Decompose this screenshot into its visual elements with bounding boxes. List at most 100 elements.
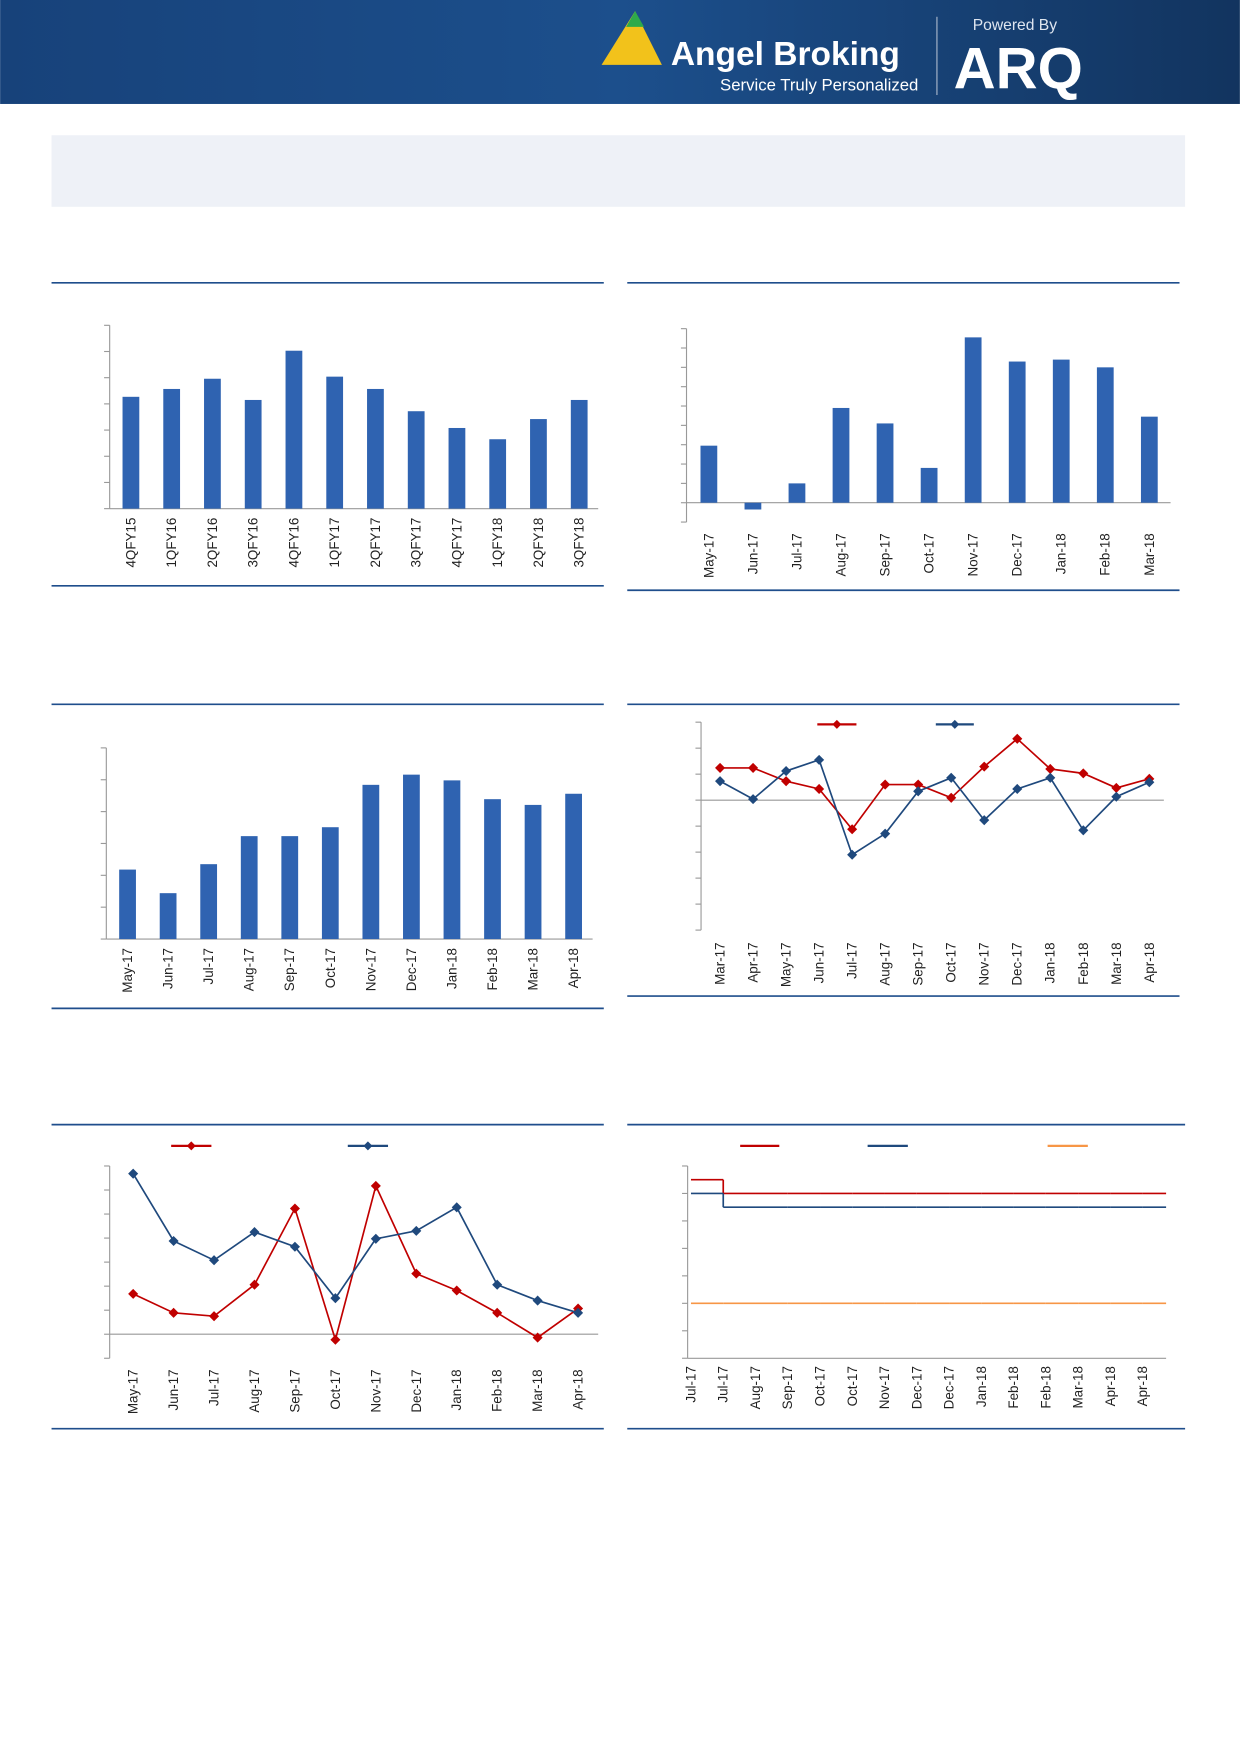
x-tick-label: Feb-18	[1038, 1366, 1053, 1408]
chart: May-17 Jun-17 Jul-17 Aug-17 Sep-17 Oct-17 Nov-…	[51, 703, 604, 1010]
x-tick-label: 2QFY18	[531, 518, 546, 568]
bar	[367, 388, 384, 509]
x-tick-label: Jun-17	[166, 1369, 181, 1410]
chart: 4QFY15 1QFY16 2QFY16 3QFY16 4QFY16 1QFY17 2QFY…	[51, 281, 604, 587]
bar	[321, 827, 339, 940]
x-tick-label: Feb-18	[1006, 1366, 1021, 1408]
point-marker	[492, 1279, 503, 1290]
x-tick-label: Dec-17	[409, 1369, 424, 1412]
point-marker	[1111, 782, 1122, 793]
x-tick-label: 4QFY15	[123, 518, 138, 568]
point-marker	[451, 1202, 462, 1213]
x-tick-label: 3QFY17	[409, 518, 424, 568]
point-marker	[249, 1227, 260, 1238]
x-tick-label: Aug-17	[878, 942, 893, 985]
point-marker	[814, 783, 825, 794]
x-tick-label: 3QFY18	[572, 518, 587, 568]
chart: May-17 Jun-17 Jul-17 Aug-17 Sep-17 Oct-17 Nov-…	[627, 281, 1180, 592]
series-line	[719, 758, 1150, 857]
bar	[200, 864, 218, 940]
legend-marker	[363, 1141, 373, 1151]
x-tick-label: Mar-18	[530, 1369, 545, 1411]
arq-logo: ARQ	[954, 36, 1083, 101]
series-line	[132, 1183, 579, 1343]
x-tick-label: Apr-18	[1103, 1366, 1118, 1406]
x-tick-label: Nov-17	[966, 533, 981, 576]
bar	[744, 502, 762, 510]
x-tick-label: Dec-17	[909, 1366, 924, 1409]
point-marker	[748, 794, 759, 805]
point-marker	[289, 1203, 300, 1214]
brand-name: Angel Broking	[671, 36, 900, 73]
point-marker	[748, 762, 759, 773]
x-tick-label: Mar-18	[1109, 942, 1124, 984]
bar	[524, 804, 542, 940]
point-marker	[330, 1334, 341, 1345]
point-marker	[492, 1307, 503, 1318]
bar	[281, 836, 299, 940]
point-marker	[411, 1268, 422, 1279]
x-tick-label: Jan-18	[1043, 942, 1058, 983]
header-logo	[601, 11, 662, 65]
bar	[122, 396, 140, 509]
point-marker	[715, 762, 726, 773]
x-tick-label: 2QFY17	[368, 518, 383, 568]
x-tick-label: Apr-18	[571, 1369, 586, 1409]
bar	[920, 467, 938, 503]
x-tick-label: Jul-17	[789, 533, 804, 570]
x-tick-label: Jun-17	[161, 948, 176, 989]
x-tick-label: Dec-17	[942, 1366, 957, 1409]
bar	[362, 784, 380, 940]
x-tick-label: Dec-17	[1010, 942, 1025, 985]
bar	[832, 407, 850, 503]
x-tick-label: Jan-18	[444, 948, 459, 989]
legend-marker	[186, 1141, 196, 1151]
point-marker	[1012, 783, 1023, 794]
x-tick-label: Mar-18	[1142, 533, 1157, 575]
x-tick-label: Oct-17	[922, 533, 937, 573]
x-tick-label: May-17	[126, 1369, 141, 1414]
x-tick-label: Dec-17	[1010, 533, 1025, 576]
x-tick-label: Feb-18	[485, 948, 500, 990]
bar	[448, 427, 466, 509]
point-marker	[1144, 777, 1155, 788]
bar	[876, 423, 894, 503]
bar	[204, 378, 221, 509]
x-tick-label: Apr-17	[746, 942, 761, 982]
x-tick-label: 3QFY16	[246, 518, 261, 568]
bar	[285, 350, 303, 509]
bar	[326, 376, 344, 509]
bar	[1096, 367, 1114, 503]
x-tick-label: May-17	[779, 942, 794, 987]
x-tick-label: May-17	[701, 533, 716, 578]
point-marker	[781, 776, 792, 787]
x-tick-label: Feb-18	[1098, 533, 1113, 575]
bar	[244, 399, 262, 509]
x-tick-label: Jul-17	[845, 942, 860, 979]
point-marker	[847, 849, 858, 860]
x-tick-label: Jan-18	[449, 1369, 464, 1410]
series-line	[132, 1173, 579, 1314]
x-tick-label: 4QFY16	[286, 518, 301, 568]
point-marker	[913, 786, 924, 797]
bar	[163, 388, 181, 509]
x-tick-label: 1QFY18	[490, 518, 505, 568]
bar	[788, 483, 806, 503]
point-marker	[913, 779, 924, 790]
point-marker	[946, 792, 957, 803]
x-tick-label: Nov-17	[363, 948, 378, 991]
x-tick-label: Aug-17	[247, 1369, 262, 1412]
point-marker	[573, 1307, 584, 1318]
x-tick-label: Aug-17	[242, 948, 257, 991]
bar	[484, 799, 501, 940]
bar	[570, 399, 588, 509]
x-tick-label: Mar-18	[526, 948, 541, 990]
point-marker	[411, 1225, 422, 1236]
x-tick-label: Nov-17	[877, 1366, 892, 1409]
x-tick-label: Nov-17	[977, 942, 992, 985]
bar	[489, 439, 507, 509]
x-tick-label: Jul-17	[207, 1369, 222, 1406]
point-marker	[289, 1241, 300, 1252]
